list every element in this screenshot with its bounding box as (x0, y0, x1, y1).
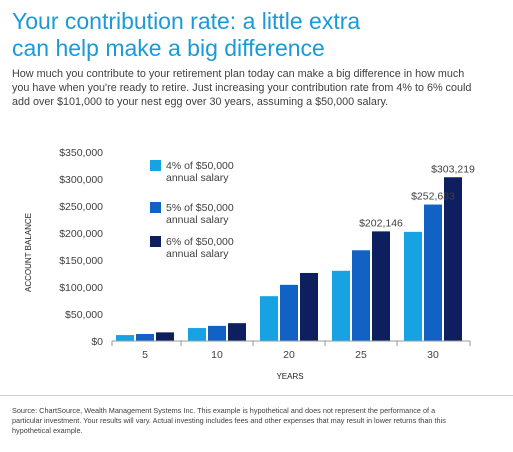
legend-label-1: 4% of $50,000 (166, 160, 234, 172)
y-tick-label: $250,000 (59, 201, 103, 213)
retirement-balance-chart: $0 $50,000 $100,000 $150,000 $200,000 $250,00… (24, 147, 475, 381)
x-tick-label: 25 (355, 349, 367, 361)
legend-label-3-line-2: annual salary (166, 248, 229, 260)
source-line-3: hypothetical example. (12, 426, 83, 435)
bar-5-series-1 (116, 335, 134, 341)
source-line-2: particular investment. Your results will… (12, 416, 446, 425)
legend-swatch-1 (150, 160, 161, 171)
legend-label-2-line-2: annual salary (166, 214, 229, 226)
x-tick-label: 20 (283, 349, 295, 361)
bar-20-series-1 (260, 296, 278, 341)
intro-paragraph: How much you contribute to your retireme… (12, 67, 507, 109)
bar-20-series-2 (280, 284, 298, 341)
y-tick-label: $100,000 (59, 282, 103, 294)
bar-25-series-2 (352, 250, 370, 341)
x-tick-label: 5 (142, 349, 148, 361)
legend-label-3: 6% of $50,000 (166, 236, 234, 248)
data-label: $303,219 (431, 163, 475, 175)
x-tick-label: 10 (211, 349, 223, 361)
source-line-1: Source: ChartSource, Wealth Management S… (12, 406, 436, 415)
x-axis-title: YEARS (276, 372, 303, 381)
intro-line-3: add over $101,000 to your nest egg over … (12, 96, 389, 108)
y-axis-title: ACCOUNT BALANCE (24, 213, 33, 292)
source-note: Source: ChartSource, Wealth Management S… (12, 406, 504, 436)
legend-label-1-line-2: annual salary (166, 172, 229, 184)
bar-20-series-3 (300, 272, 318, 341)
data-label: $252,683 (411, 191, 455, 203)
y-tick-label: $200,000 (59, 228, 103, 240)
bar-30-series-1 (404, 231, 422, 341)
title-line-2: can help make a big difference (12, 35, 325, 61)
bar-5-series-2 (136, 333, 154, 341)
bar-30-series-3 (444, 177, 462, 341)
y-tick-label: $350,000 (59, 147, 103, 159)
bar-10-series-1 (188, 328, 206, 341)
intro-line-1: How much you contribute to your retireme… (12, 68, 465, 80)
y-tick-label: $50,000 (65, 309, 103, 321)
data-label: $202,146 (359, 217, 403, 229)
intro-line-2: you have when you're ready to retire. Ju… (12, 82, 472, 94)
x-tick-label: 30 (427, 349, 439, 361)
divider (0, 395, 513, 396)
bar-10-series-2 (208, 325, 226, 341)
bar-5-series-3 (156, 332, 174, 341)
legend-swatch-2 (150, 202, 161, 213)
y-tick-label: $0 (91, 336, 103, 348)
bar-25-series-3 (372, 231, 390, 341)
bar-25-series-1 (332, 270, 350, 341)
legend-swatch-3 (150, 236, 161, 247)
bar-30-series-2 (424, 204, 442, 341)
page-title: Your contribution rate: a little extra c… (12, 8, 502, 62)
y-tick-label: $300,000 (59, 174, 103, 186)
y-tick-label: $150,000 (59, 255, 103, 267)
title-line-1: Your contribution rate: a little extra (12, 8, 361, 34)
legend-label-2: 5% of $50,000 (166, 202, 234, 214)
bar-10-series-3 (228, 323, 246, 341)
